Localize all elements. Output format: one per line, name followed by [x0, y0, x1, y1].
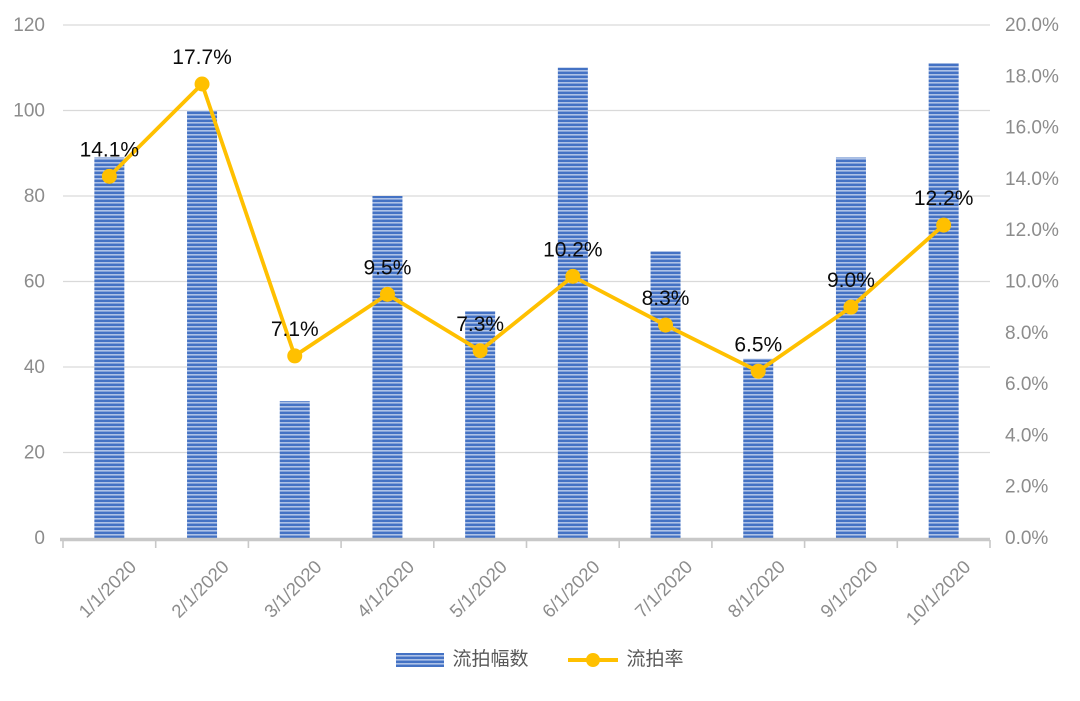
line-marker-7/1/2020: [658, 317, 674, 333]
line-series: [101, 76, 952, 379]
line-marker-5/1/2020: [472, 343, 488, 359]
point-label: 9.0%: [827, 269, 875, 292]
gridlines: [63, 24, 990, 454]
line-marker-9/1/2020: [843, 299, 859, 315]
right-axis-label: 18.0%: [1005, 66, 1059, 87]
chart-plot-area: 14.1% 17.7% 7.1% 9.5% 7.3% 10.2% 8.3% 6.5% 9.0% 1…: [13, 15, 1059, 629]
left-axis-label: 0: [34, 528, 45, 549]
data-labels: 14.1% 17.7% 7.1% 9.5% 7.3% 10.2% 8.3% 6.5% 9.0% 1…: [80, 46, 974, 356]
bar-8/1/2020: [743, 358, 774, 538]
x-axis-label: 3/1/2020: [260, 556, 326, 622]
x-axis-line: [60, 537, 991, 548]
left-axis-label: 120: [13, 15, 45, 36]
x-axis-label: 8/1/2020: [723, 556, 789, 622]
point-label: 17.7%: [172, 46, 232, 69]
x-axis-label: 6/1/2020: [538, 556, 604, 622]
line-marker-10/1/2020: [936, 217, 952, 233]
line-series-swatch-icon: [567, 652, 618, 667]
legend-label-line-series: 流拍率: [626, 649, 684, 670]
line-marker-6/1/2020: [565, 268, 581, 284]
legend-item-line-series: 流拍率: [567, 650, 684, 669]
line-marker-8/1/2020: [750, 363, 766, 379]
bar-9/1/2020: [835, 157, 866, 538]
right-axis-label: 4.0%: [1005, 425, 1048, 446]
point-label: 7.3%: [456, 313, 504, 336]
point-label: 14.1%: [80, 138, 140, 161]
point-label: 6.5%: [734, 333, 782, 356]
line-marker-1/1/2020: [101, 168, 117, 184]
right-axis-label: 14.0%: [1005, 169, 1059, 190]
bar-4/1/2020: [372, 196, 403, 538]
point-label: 9.5%: [364, 256, 412, 279]
point-label: 10.2%: [543, 238, 603, 261]
left-axis-label: 20: [24, 443, 45, 464]
left-axis-label: 80: [24, 186, 45, 207]
x-axis-label: 9/1/2020: [816, 556, 882, 622]
bar-7/1/2020: [650, 251, 681, 538]
bar-1/1/2020: [94, 157, 125, 538]
chart-legend: 流拍幅数 流拍率: [0, 650, 1080, 669]
bar-3/1/2020: [279, 401, 310, 538]
right-axis-label: 16.0%: [1005, 118, 1059, 139]
point-label: 12.2%: [914, 187, 974, 210]
left-axis-label: 100: [13, 101, 45, 122]
x-axis-label: 5/1/2020: [445, 556, 511, 622]
right-axis-label: 20.0%: [1005, 15, 1059, 36]
x-axis-label: 4/1/2020: [353, 556, 419, 622]
left-axis-label: 40: [24, 357, 45, 378]
right-axis-label: 8.0%: [1005, 323, 1048, 344]
right-axis-label: 6.0%: [1005, 374, 1048, 395]
bar-series-swatch-icon: [396, 652, 445, 667]
x-axis-label: 10/1/2020: [901, 556, 974, 629]
legend-item-bar-series: 流拍幅数: [396, 649, 529, 670]
x-axis-label: 1/1/2020: [74, 556, 140, 622]
right-axis-label: 2.0%: [1005, 477, 1048, 498]
legend-label-bar-series: 流拍幅数: [452, 649, 529, 670]
bar-6/1/2020: [557, 67, 588, 538]
right-axis-label: 0.0%: [1005, 528, 1048, 549]
point-label: 7.1%: [271, 318, 319, 341]
line-path: [108, 82, 945, 374]
line-marker-4/1/2020: [379, 286, 395, 302]
x-axis-label: 7/1/2020: [631, 556, 697, 622]
right-axis-label: 10.0%: [1005, 272, 1059, 293]
left-axis-label: 60: [24, 272, 45, 293]
x-axis-label: 2/1/2020: [167, 556, 233, 622]
line-marker-2/1/2020: [194, 76, 210, 92]
bar-10/1/2020: [928, 63, 959, 538]
bar-2/1/2020: [187, 110, 218, 538]
axis-tick-labels: 0 20 40 60 80 100 120 0.0% 2.0% 4.0% 6.0% 8.0% 10.0%…: [13, 15, 1059, 629]
point-label: 8.3%: [642, 287, 690, 310]
right-axis-label: 12.0%: [1005, 220, 1059, 241]
bar-series: [94, 63, 959, 538]
line-marker-3/1/2020: [287, 348, 303, 364]
